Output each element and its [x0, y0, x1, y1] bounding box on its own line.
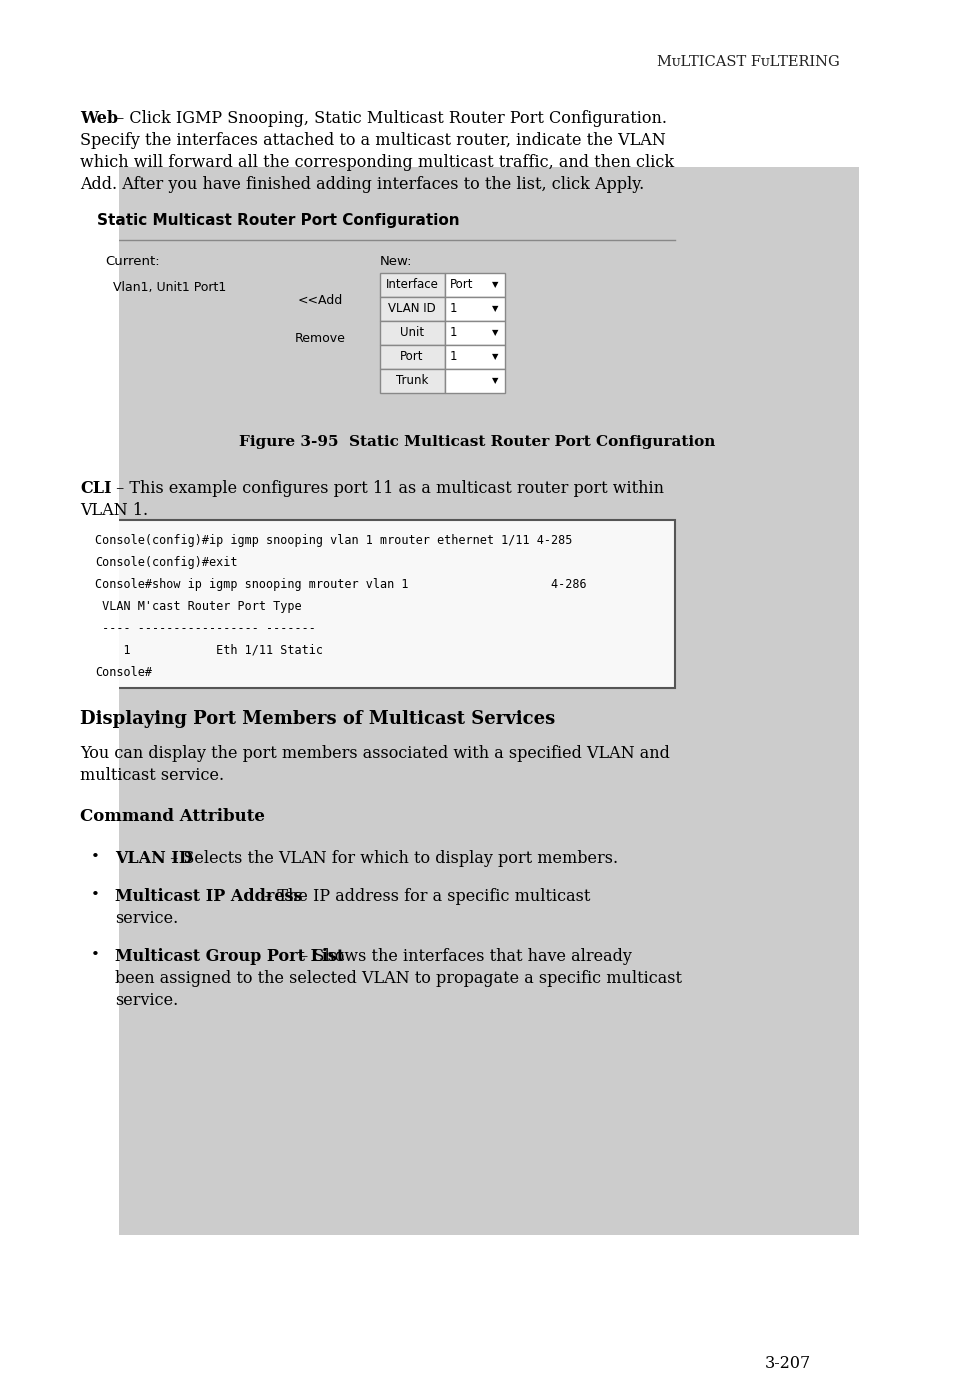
Text: ▼: ▼ — [491, 329, 497, 337]
Text: been assigned to the selected VLAN to propagate a specific multicast: been assigned to the selected VLAN to pr… — [115, 970, 681, 987]
Bar — [85, 520, 675, 688]
Bar — [444, 346, 504, 369]
Bar — [105, 273, 265, 403]
Text: ---- ----------------- -------: ---- ----------------- ------- — [95, 622, 315, 634]
Text: 1: 1 — [450, 303, 457, 315]
Text: MᴜLTICAST FᴜLTERING: MᴜLTICAST FᴜLTERING — [656, 56, 839, 69]
Text: service.: service. — [115, 911, 178, 927]
Text: – This example configures port 11 as a multicast router port within: – This example configures port 11 as a m… — [112, 480, 664, 497]
Bar — [444, 321, 504, 346]
Text: <<Add: <<Add — [297, 294, 342, 308]
Text: 1            Eth 1/11 Static: 1 Eth 1/11 Static — [95, 644, 323, 657]
Text: 3-207: 3-207 — [764, 1355, 810, 1371]
Text: Console(config)#ip igmp snooping vlan 1 mrouter ethernet 1/11 4-285: Console(config)#ip igmp snooping vlan 1 … — [95, 534, 572, 547]
Bar — [379, 297, 444, 321]
FancyBboxPatch shape — [85, 205, 675, 240]
Text: Static Multicast Router Port Configuration: Static Multicast Router Port Configurati… — [97, 212, 459, 228]
Text: Trunk: Trunk — [395, 375, 428, 387]
Text: – The IP address for a specific multicast: – The IP address for a specific multicas… — [258, 888, 590, 905]
Text: VLAN 1.: VLAN 1. — [80, 502, 148, 519]
Text: Command Attribute: Command Attribute — [80, 808, 265, 824]
Bar — [444, 273, 504, 297]
Text: Displaying Port Members of Multicast Services: Displaying Port Members of Multicast Ser… — [80, 711, 555, 727]
Text: ▼: ▼ — [491, 376, 497, 386]
Text: New:: New: — [379, 255, 412, 268]
Text: ▼: ▼ — [491, 280, 497, 290]
Text: ▼: ▼ — [491, 353, 497, 361]
Text: 1: 1 — [450, 326, 457, 340]
Text: – Shows the interfaces that have already: – Shows the interfaces that have already — [294, 948, 631, 965]
Bar — [379, 369, 444, 393]
Text: which will forward all the corresponding multicast traffic, and then click: which will forward all the corresponding… — [80, 154, 674, 171]
Text: •: • — [91, 849, 99, 863]
Text: VLAN ID: VLAN ID — [388, 303, 436, 315]
Text: Add. After you have finished adding interfaces to the list, click Apply.: Add. After you have finished adding inte… — [80, 176, 643, 193]
Text: •: • — [91, 948, 99, 962]
Text: Figure 3-95  Static Multicast Router Port Configuration: Figure 3-95 Static Multicast Router Port… — [238, 434, 715, 448]
Text: Unit: Unit — [399, 326, 424, 340]
Text: Web: Web — [80, 110, 118, 126]
Text: service.: service. — [115, 992, 178, 1009]
Text: Specify the interfaces attached to a multicast router, indicate the VLAN: Specify the interfaces attached to a mul… — [80, 132, 665, 149]
Text: Multicast IP Address: Multicast IP Address — [115, 888, 302, 905]
FancyBboxPatch shape — [85, 205, 675, 425]
Text: Console#show ip igmp snooping mrouter vlan 1                    4-286: Console#show ip igmp snooping mrouter vl… — [95, 577, 586, 591]
Text: VLAN M'cast Router Port Type: VLAN M'cast Router Port Type — [95, 600, 301, 613]
Text: Current:: Current: — [105, 255, 159, 268]
Text: Port: Port — [450, 279, 473, 291]
Text: Vlan1, Unit1 Port1: Vlan1, Unit1 Port1 — [112, 280, 226, 294]
Text: VLAN ID: VLAN ID — [115, 849, 193, 868]
Bar — [379, 346, 444, 369]
Bar — [379, 321, 444, 346]
Bar — [379, 273, 444, 297]
Text: Multicast Group Port List: Multicast Group Port List — [115, 948, 344, 965]
Text: – Selects the VLAN for which to display port members.: – Selects the VLAN for which to display … — [165, 849, 618, 868]
Text: You can display the port members associated with a specified VLAN and: You can display the port members associa… — [80, 745, 669, 762]
Text: Remove: Remove — [294, 333, 345, 346]
Bar — [444, 297, 504, 321]
Text: ▼: ▼ — [491, 304, 497, 314]
Text: CLI: CLI — [80, 480, 112, 497]
Bar — [444, 369, 504, 393]
Text: Interface: Interface — [385, 279, 438, 291]
Text: Port: Port — [400, 351, 423, 364]
Text: •: • — [91, 888, 99, 902]
Text: – Click IGMP Snooping, Static Multicast Router Port Configuration.: – Click IGMP Snooping, Static Multicast … — [112, 110, 667, 126]
Text: Console#: Console# — [95, 666, 152, 679]
Text: 1: 1 — [450, 351, 457, 364]
Text: Console(config)#exit: Console(config)#exit — [95, 557, 237, 569]
Text: multicast service.: multicast service. — [80, 768, 224, 784]
